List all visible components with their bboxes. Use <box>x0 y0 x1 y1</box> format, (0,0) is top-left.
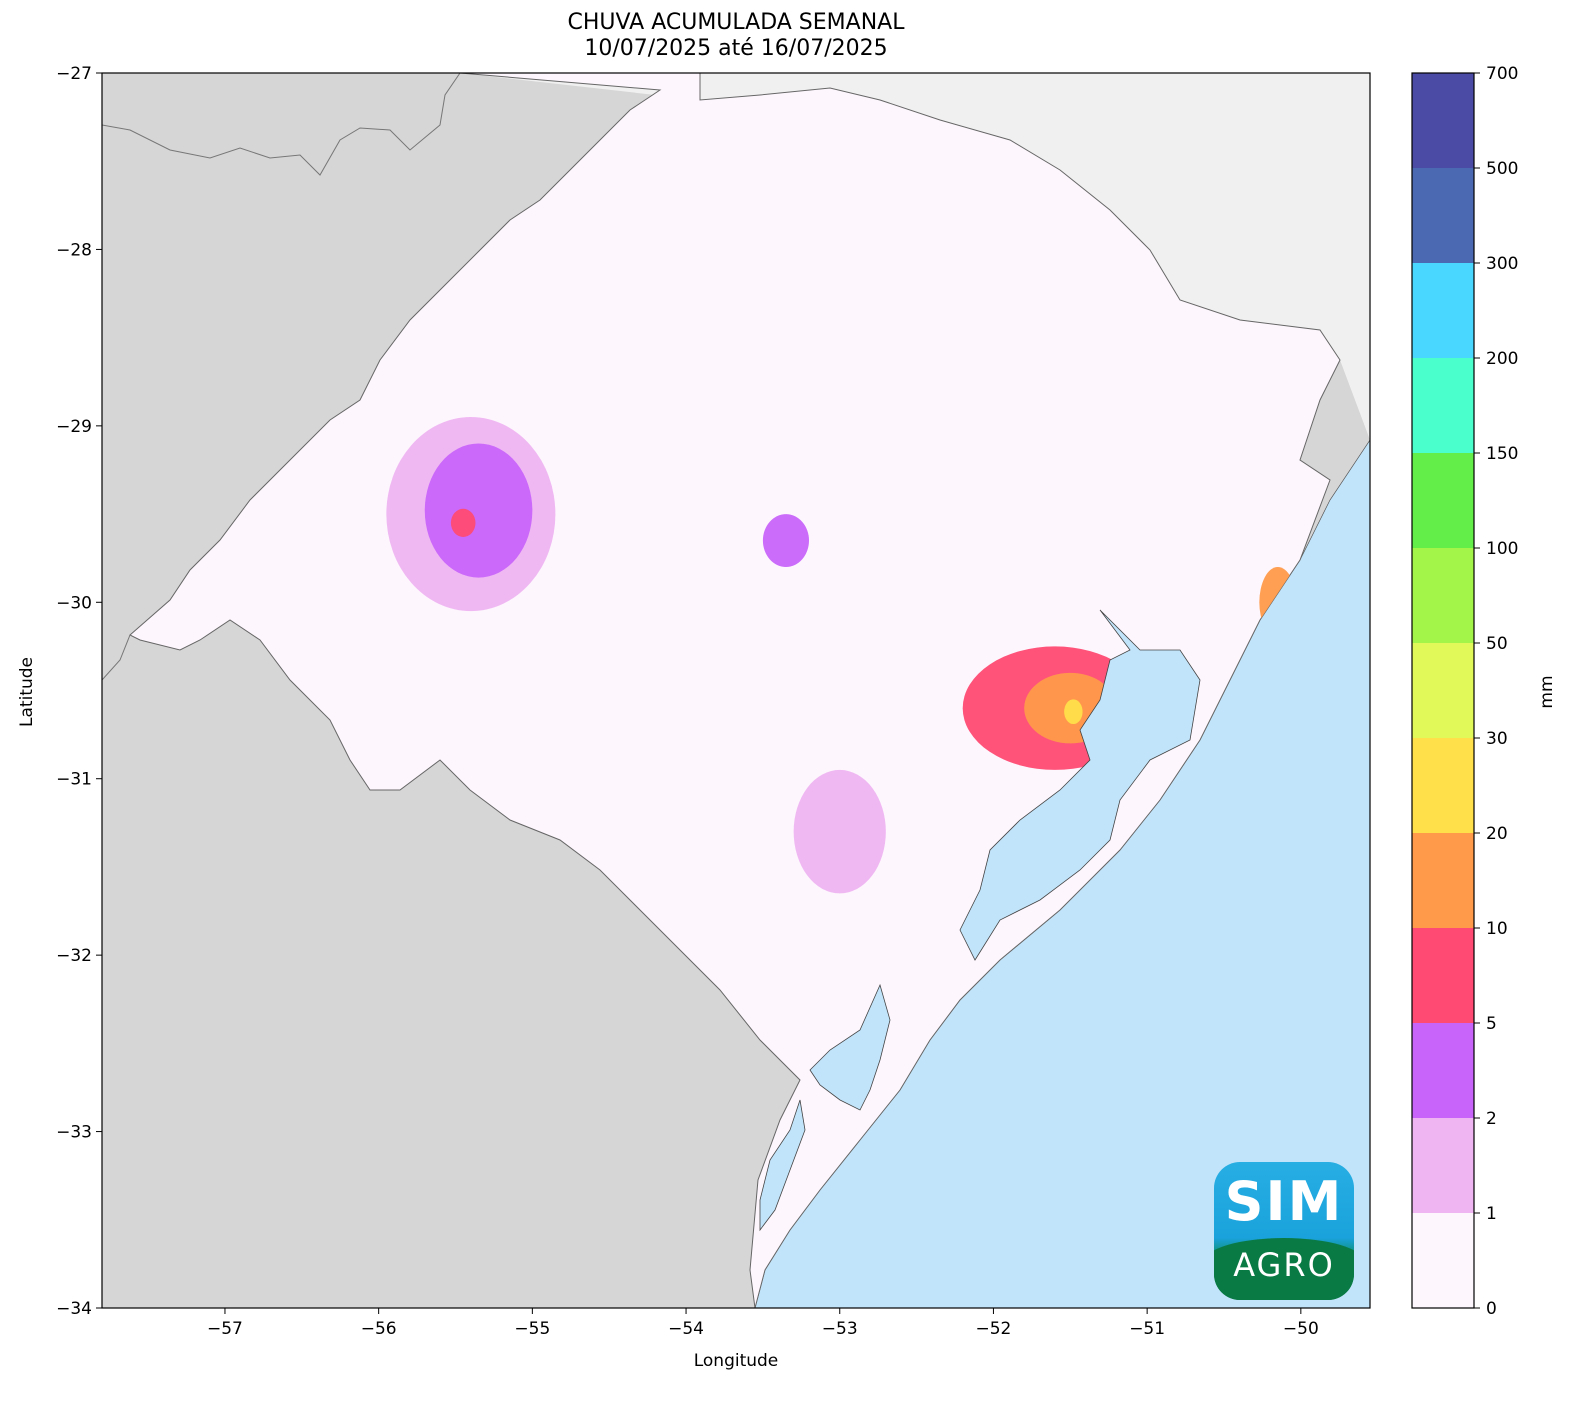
country-border-west <box>102 634 131 681</box>
colorbar: 0 1 2 5 10 20 30 50 100 150 200 300 500 700 <box>1411 64 1518 1319</box>
colorbar-segment <box>1412 833 1474 928</box>
country-border <box>102 73 461 176</box>
colorbar-segment <box>1412 643 1474 738</box>
y-tick-label: −32 <box>56 946 92 966</box>
colorbar-tick-label: 30 <box>1486 729 1508 749</box>
colorbar-tick-label: 200 <box>1486 349 1518 369</box>
colorbar-segment <box>1412 1023 1474 1118</box>
colorbar-tick-label: 10 <box>1486 919 1508 939</box>
x-tick-label: −55 <box>514 1319 550 1339</box>
logo-band <box>1214 1238 1354 1300</box>
land-north <box>460 73 1370 440</box>
colorbar-tick-label: 1 <box>1486 1204 1497 1224</box>
x-tick-label: −53 <box>822 1319 858 1339</box>
state-area <box>129 73 1341 1308</box>
colorbar-segment <box>1412 263 1474 358</box>
colorbar-tick-label: 500 <box>1486 159 1518 179</box>
colorbar-tick-label: 5 <box>1486 1014 1497 1034</box>
colorbar-tick-label: 150 <box>1486 444 1518 464</box>
colorbar-tick-label: 50 <box>1486 634 1508 654</box>
plot-frame <box>101 72 1371 1309</box>
colorbar-tick-label: 20 <box>1486 824 1508 844</box>
lagoa-dos-patos <box>959 609 1201 961</box>
colorbar-segment <box>1412 548 1474 643</box>
colorbar-segment <box>1412 1213 1474 1308</box>
x-tick-label: −51 <box>1129 1319 1165 1339</box>
lagoa-mirim-south <box>759 1099 806 1232</box>
y-tick-label: −27 <box>56 64 92 84</box>
y-tick-label: −29 <box>56 417 92 437</box>
colorbar-frame <box>1411 72 1475 1309</box>
x-tick-label: −57 <box>207 1319 243 1339</box>
title-line-1: CHUVA ACUMULADA SEMANAL <box>567 10 905 35</box>
title-line-2: 10/07/2025 até 16/07/2025 <box>584 36 888 61</box>
colorbar-label: mm <box>1537 675 1557 708</box>
rain-area <box>450 508 476 538</box>
logo-text-sim: SIM <box>1224 1170 1344 1233</box>
y-tick-label: −30 <box>56 593 92 613</box>
rain-area <box>793 769 886 894</box>
sim-agro-logo: SIM AGRO <box>1214 1162 1354 1300</box>
colorbar-tick-label: 700 <box>1486 64 1518 84</box>
colorbar-segment <box>1412 358 1474 453</box>
y-tick-label: −34 <box>56 1299 92 1319</box>
rain-area <box>1064 699 1083 725</box>
y-tick-label: −28 <box>56 240 92 260</box>
y-axis: −27 −28 −29 −30 −31 −32 −33 −34 <box>56 64 102 1319</box>
rain-area <box>424 443 533 578</box>
y-axis-title: Latitude <box>17 657 37 727</box>
colorbar-tick-label: 0 <box>1486 1299 1497 1319</box>
logo-text-agro: AGRO <box>1233 1246 1335 1284</box>
y-tick-label: −31 <box>56 770 92 790</box>
colorbar-segment <box>1412 1118 1474 1213</box>
map-area <box>102 73 1370 1308</box>
map-title: CHUVA ACUMULADA SEMANAL 10/07/2025 até 1… <box>102 10 1370 62</box>
x-tick-label: −54 <box>668 1319 704 1339</box>
x-axis: −57 −56 −55 −54 −53 −52 −51 −50 <box>207 1308 1319 1339</box>
colorbar-segment <box>1412 453 1474 548</box>
colorbar-segment <box>1412 928 1474 1023</box>
colorbar-segment <box>1412 738 1474 833</box>
colorbar-tick-label: 100 <box>1486 539 1518 559</box>
colorbar-segment <box>1412 168 1474 263</box>
x-tick-label: −52 <box>975 1319 1011 1339</box>
lagoa-mirim <box>809 983 891 1111</box>
colorbar-segment <box>1412 73 1474 168</box>
colorbar-tick-label: 300 <box>1486 254 1518 274</box>
x-tick-label: −50 <box>1283 1319 1319 1339</box>
colorbar-tick-label: 2 <box>1486 1109 1497 1129</box>
rain-layer <box>386 417 1297 1164</box>
y-tick-label: −33 <box>56 1123 92 1143</box>
x-axis-title: Longitude <box>694 1351 779 1371</box>
x-tick-label: −56 <box>361 1319 397 1339</box>
rain-area <box>762 514 810 567</box>
